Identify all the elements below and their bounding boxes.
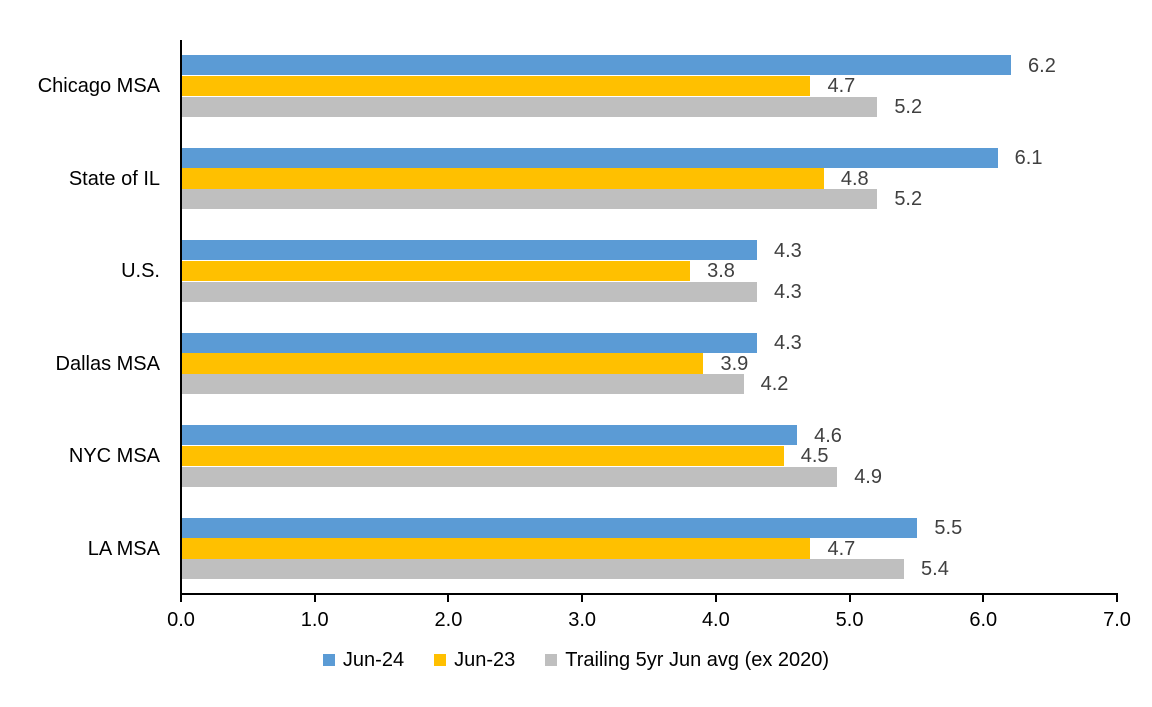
bar-jun-23 [182, 445, 784, 467]
legend-swatch-icon [434, 654, 447, 666]
bar-trailing-5yr-jun-avg-ex-2020- [182, 559, 905, 580]
bar-data-label: 5.2 [894, 188, 923, 211]
x-axis-tick-label: 5.0 [835, 609, 864, 631]
x-axis-tick [848, 595, 851, 602]
bar-jun-23 [182, 168, 824, 189]
category-label: U.S. [121, 260, 160, 283]
x-axis-tick-label: 6.0 [969, 609, 998, 631]
x-axis-tick [313, 595, 316, 602]
bar-data-label: 4.8 [840, 167, 869, 190]
bar-data-label: 5.5 [934, 517, 963, 540]
x-axis-tick-label: 0.0 [167, 609, 195, 631]
legend-swatch-icon [322, 654, 335, 666]
x-axis-tick [447, 595, 450, 602]
y-axis-line [180, 40, 182, 595]
bar-data-label: 6.1 [1014, 147, 1043, 170]
category-label: State of IL [68, 167, 160, 190]
x-axis-tick [581, 595, 584, 602]
x-axis-line [180, 593, 1118, 595]
bar-data-label: 5.4 [921, 558, 949, 581]
x-axis-tick [714, 595, 717, 602]
legend-item: Jun-23 [434, 648, 515, 672]
bar-jun-23 [182, 538, 811, 559]
bar-data-label: 3.8 [707, 260, 735, 283]
bar-data-label: 4.6 [814, 424, 842, 447]
category-label: LA MSA [87, 537, 160, 560]
bar-data-label: 5.2 [894, 95, 923, 118]
bar-trailing-5yr-jun-avg-ex-2020- [182, 374, 744, 395]
bar-jun-24 [182, 240, 757, 261]
x-axis-tick [180, 595, 182, 602]
bar-jun-23 [182, 260, 691, 282]
bar-data-label: 4.3 [773, 280, 802, 303]
bar-jun-23 [182, 353, 704, 374]
bar-data-label: 6.2 [1028, 54, 1056, 77]
bar-data-label: 4.3 [773, 239, 802, 262]
category-label: Dallas MSA [55, 352, 160, 375]
legend-item: Trailing 5yr Jun avg (ex 2020) [545, 648, 829, 672]
legend-label: Trailing 5yr Jun avg (ex 2020) [565, 649, 830, 671]
category-label: Chicago MSA [37, 75, 160, 98]
bar-jun-23 [182, 75, 811, 97]
bar-data-label: 4.2 [760, 373, 789, 396]
legend-label: Jun-24 [342, 649, 405, 671]
bar-data-label: 4.3 [773, 332, 802, 355]
bar-data-label: 3.9 [720, 352, 749, 375]
bar-trailing-5yr-jun-avg-ex-2020- [182, 466, 838, 487]
legend-item: Jun-24 [322, 648, 405, 672]
x-axis-tick-label: 7.0 [1103, 609, 1131, 631]
bar-jun-24 [182, 147, 998, 168]
x-axis-tick-label: 3.0 [568, 609, 597, 631]
bar-data-label: 4.7 [827, 75, 856, 98]
x-axis-tick-label: 1.0 [300, 609, 329, 631]
bar-data-label: 4.5 [800, 445, 829, 468]
x-axis-tick [982, 595, 985, 602]
category-label: NYC MSA [68, 445, 160, 468]
legend-label: Jun-23 [454, 649, 516, 671]
x-axis-tick [1116, 595, 1118, 602]
bar-trailing-5yr-jun-avg-ex-2020- [182, 189, 878, 210]
x-axis-tick-label: 2.0 [434, 609, 463, 631]
bar-trailing-5yr-jun-avg-ex-2020- [182, 96, 878, 117]
legend-swatch-icon [545, 654, 558, 666]
bar-jun-24 [182, 332, 757, 353]
x-axis-tick-label: 4.0 [701, 609, 730, 631]
legend: Jun-24 Jun-23 Trailing 5yr Jun avg (ex 202… [0, 648, 1152, 672]
bar-trailing-5yr-jun-avg-ex-2020- [182, 281, 757, 302]
bar-jun-24 [182, 55, 1012, 76]
bar-jun-24 [182, 425, 798, 446]
bar-data-label: 4.7 [827, 537, 856, 560]
bar-data-label: 4.9 [854, 465, 882, 488]
bar-jun-24 [182, 517, 918, 538]
